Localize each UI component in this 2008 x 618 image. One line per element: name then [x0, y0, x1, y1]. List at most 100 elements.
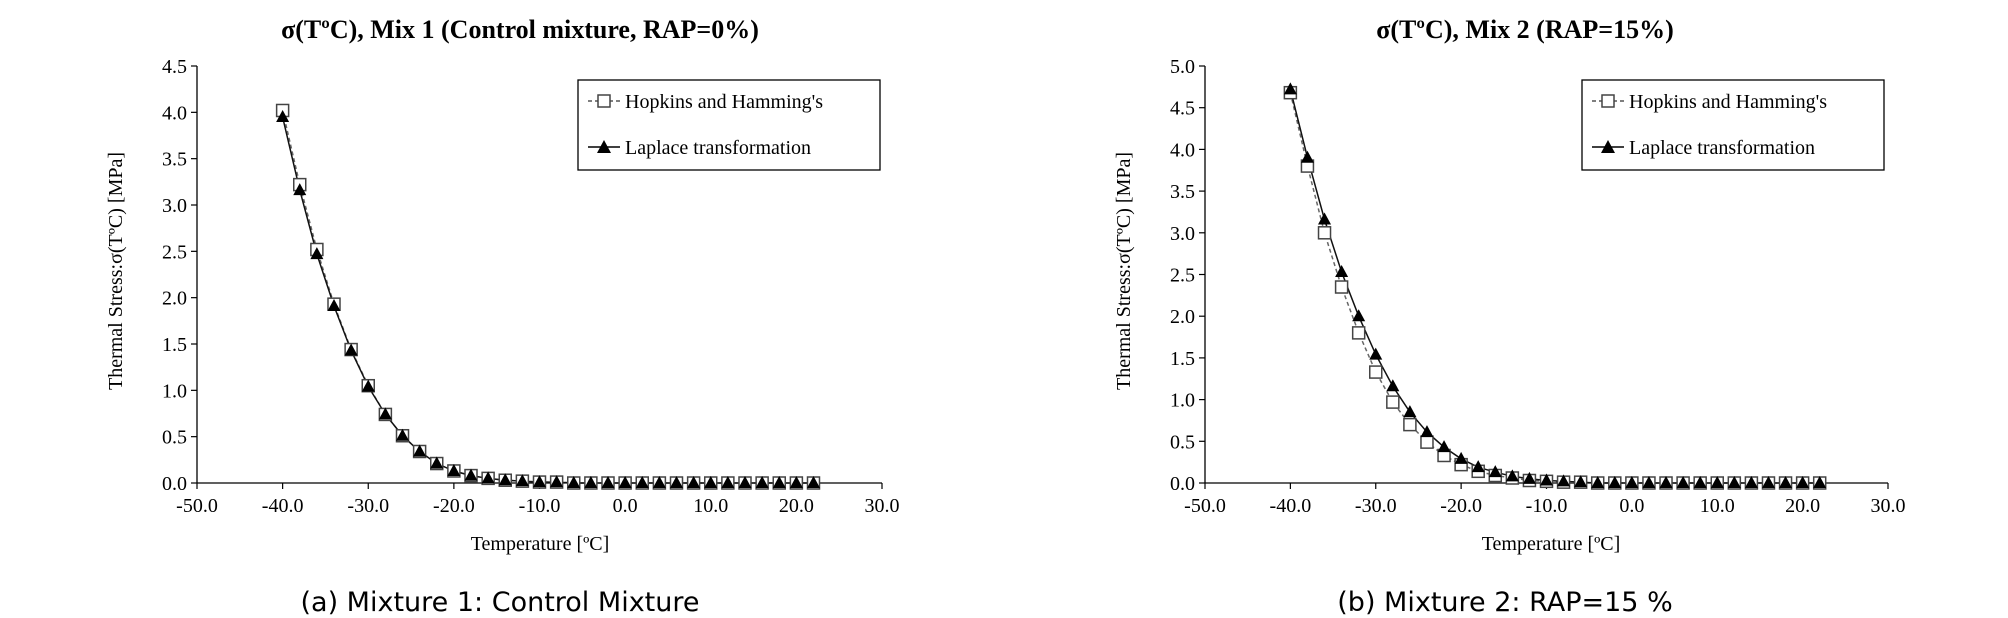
- hopkins-square-point: [1317, 226, 1332, 240]
- laplace-triangle-point: [635, 476, 649, 488]
- laplace-triangle-point: [772, 476, 786, 488]
- hopkins-square-point: [1334, 280, 1349, 294]
- legend-entry-hopkins: Hopkins and Hamming's: [1629, 91, 1827, 113]
- y-tick-label: 1.5: [1170, 348, 1195, 370]
- y-axis-label: Thermal Stress:σ(TºC) [MPa]: [105, 152, 127, 390]
- laplace-triangle-point: [1710, 476, 1724, 488]
- laplace-triangle-point: [1283, 82, 1297, 95]
- laplace-triangle-point: [1557, 474, 1571, 487]
- legend-triangle-marker: [597, 140, 611, 153]
- legend-square-marker: [597, 94, 611, 108]
- series-line-laplace: [281, 116, 814, 484]
- x-tick-label: -50.0: [1184, 495, 1226, 517]
- laplace-triangle-point: [378, 407, 392, 420]
- laplace-triangle-point: [704, 476, 718, 488]
- laplace-triangle-point: [1352, 309, 1366, 322]
- y-tick-label: 3.0: [1170, 223, 1195, 245]
- laplace-triangle-point: [1813, 476, 1827, 488]
- x-tick-label: -10.0: [1526, 495, 1568, 517]
- laplace-triangle-point: [533, 475, 546, 488]
- laplace-triangle-point: [396, 428, 409, 441]
- laplace-triangle-point: [276, 109, 290, 122]
- laplace-triangle-point: [481, 471, 495, 484]
- legend-box: [577, 79, 881, 171]
- x-tick-label: -30.0: [1355, 495, 1397, 517]
- laplace-triangle-point: [361, 379, 375, 392]
- laplace-triangle-point: [1471, 460, 1485, 473]
- legend-entry-laplace: Laplace transformation: [625, 137, 811, 159]
- laplace-triangle-point: [1693, 476, 1707, 488]
- laplace-triangle-point: [789, 476, 803, 488]
- y-tick-label: 4.5: [162, 56, 187, 78]
- laplace-triangle-point: [1574, 475, 1588, 488]
- laplace-triangle-point: [327, 299, 341, 312]
- x-tick-label: 20.0: [779, 495, 814, 517]
- laplace-triangle-point: [1488, 465, 1502, 478]
- hopkins-square-point: [1386, 395, 1400, 409]
- laplace-triangle-point: [1540, 473, 1553, 486]
- laplace-triangle-point: [721, 476, 735, 488]
- x-tick-label: -20.0: [1440, 495, 1482, 517]
- laplace-triangle-point: [567, 476, 581, 488]
- laplace-triangle-point: [464, 468, 478, 481]
- panel-caption: (b) Mixture 2: RAP=15 %: [1337, 587, 1672, 618]
- y-tick-label: 1.5: [162, 334, 187, 356]
- laplace-triangle-point: [687, 476, 701, 488]
- laplace-triangle-point: [550, 475, 564, 488]
- y-tick-label: 4.0: [1170, 139, 1195, 161]
- laplace-triangle-point: [1300, 150, 1314, 163]
- x-axis-label: Temperature [ºC]: [471, 533, 610, 555]
- laplace-triangle-point: [1591, 476, 1605, 488]
- laplace-triangle-point: [1386, 379, 1400, 392]
- laplace-triangle-point: [1420, 425, 1434, 438]
- laplace-triangle-point: [670, 476, 683, 488]
- x-tick-label: 0.0: [613, 495, 638, 517]
- y-tick-label: 0.5: [1170, 431, 1195, 453]
- laplace-triangle-point: [1335, 264, 1349, 277]
- hopkins-square-point: [1403, 417, 1417, 432]
- laplace-triangle-point: [652, 476, 666, 488]
- laplace-triangle-point: [1522, 471, 1536, 484]
- laplace-triangle-point: [344, 343, 358, 356]
- x-tick-label: -40.0: [262, 495, 304, 517]
- laplace-triangle-point: [1676, 476, 1690, 488]
- y-tick-label: 3.5: [162, 149, 187, 171]
- y-tick-label: 1.0: [1170, 390, 1195, 412]
- hopkins-square-point: [1351, 326, 1366, 340]
- legend-square-marker: [1601, 94, 1615, 108]
- laplace-triangle-point: [1608, 476, 1622, 488]
- laplace-triangle-point: [738, 476, 752, 488]
- x-tick-label: 10.0: [693, 495, 728, 517]
- laplace-triangle-point: [1369, 347, 1383, 360]
- y-tick-label: 0.0: [1170, 473, 1195, 495]
- chart-title: σ(TºC), Mix 2 (RAP=15%): [1376, 15, 1674, 44]
- chart-panel-mix2: σ(TºC), Mix 2 (RAP=15%) 0.0 0.5 1.0 1.5 2.0 2…: [1113, 15, 1906, 618]
- y-tick-label: 3.5: [1170, 181, 1195, 203]
- legend-triangle-marker: [1601, 140, 1615, 153]
- x-tick-label: 20.0: [1785, 495, 1820, 517]
- legend-entry-laplace: Laplace transformation: [1629, 137, 1815, 159]
- chart-title: σ(TºC), Mix 1 (Control mixture, RAP=0%): [281, 15, 759, 44]
- y-tick-label: 5.0: [1170, 56, 1195, 78]
- y-tick-label: 3.0: [162, 195, 187, 217]
- laplace-triangle-point: [1659, 476, 1673, 488]
- laplace-triangle-point: [1761, 476, 1775, 488]
- laplace-triangle-point: [1403, 405, 1417, 418]
- laplace-triangle-point: [430, 456, 444, 469]
- laplace-triangle-point: [1625, 476, 1639, 488]
- x-tick-label: -10.0: [519, 495, 561, 517]
- laplace-triangle-point: [1642, 476, 1656, 488]
- laplace-triangle-point: [447, 463, 461, 476]
- laplace-triangle-point: [1505, 469, 1519, 482]
- laplace-triangle-point: [1454, 451, 1468, 464]
- laplace-triangle-point: [515, 474, 529, 487]
- laplace-triangle-point: [755, 476, 769, 488]
- laplace-triangle-point: [1779, 476, 1793, 488]
- y-tick-label: 4.0: [162, 102, 187, 124]
- laplace-triangle-point: [1796, 476, 1810, 488]
- x-tick-label: -50.0: [176, 495, 218, 517]
- x-tick-label: 10.0: [1700, 495, 1735, 517]
- y-tick-label: 1.0: [162, 380, 187, 402]
- y-tick-label: 2.5: [1170, 265, 1195, 287]
